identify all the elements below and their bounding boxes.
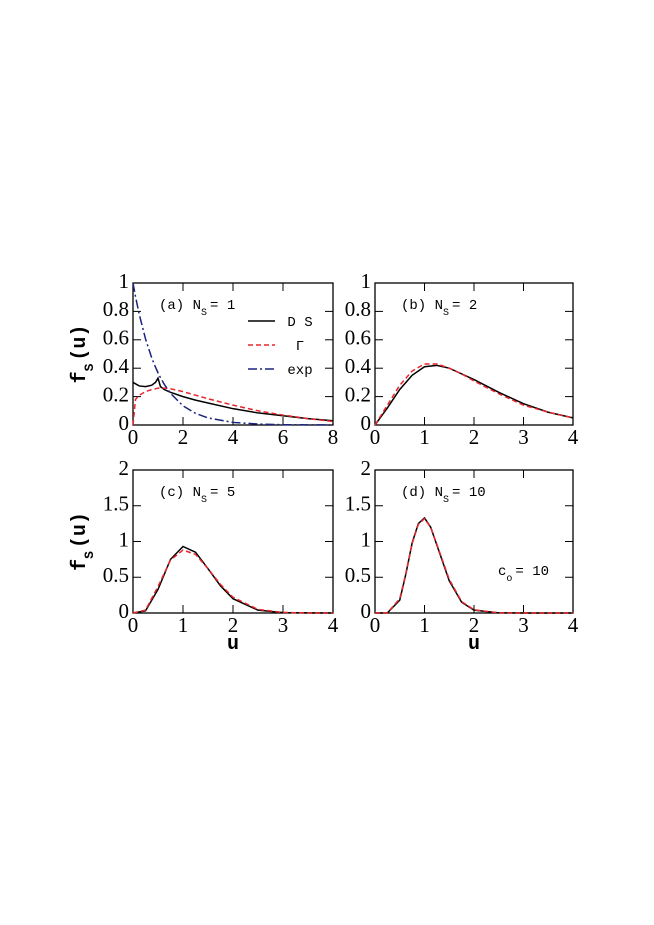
y-tick-label: 1.5	[345, 492, 371, 516]
x-axis-label: u	[227, 633, 239, 656]
panel-label: (a) NS = 1	[159, 298, 235, 319]
y-tick-label: 1	[361, 269, 372, 293]
x-tick-label: 8	[328, 425, 339, 449]
y-tick-label: 0	[361, 411, 372, 435]
panel-label-tail: = 1	[210, 298, 235, 314]
y-tick-label: 0.2	[345, 382, 371, 406]
y-tick-label: 0	[361, 599, 372, 623]
series-line	[374, 363, 574, 426]
x-tick-label: 1	[419, 425, 430, 449]
x-tick-label: 1	[178, 613, 189, 637]
x-tick-label: 2	[228, 613, 239, 637]
y-tick-label: 0.2	[103, 382, 129, 406]
y-axis-label-tail: (u)	[69, 325, 92, 361]
panel-label-main: (a) N	[159, 298, 201, 314]
note-tail: = 10	[515, 564, 549, 580]
panel-label-main: (b) N	[401, 298, 443, 314]
x-tick-label: 2	[469, 613, 480, 637]
x-tick-label: 4	[568, 425, 579, 449]
y-tick-label: 0.5	[345, 563, 371, 587]
panel-label-sub: S	[201, 495, 207, 506]
y-tick-label: 0.8	[345, 297, 371, 321]
x-tick-label: 1	[419, 613, 430, 637]
legend-label: D S	[287, 315, 312, 331]
panel-label: (b) NS = 2	[401, 298, 477, 319]
legend-label: exp	[287, 363, 312, 379]
series-line	[132, 545, 334, 614]
y-tick-label: 0.4	[103, 354, 130, 378]
series-line	[132, 282, 334, 426]
x-tick-label: 0	[370, 613, 381, 637]
note: co = 10	[498, 564, 549, 585]
panel-label-sub: S	[201, 308, 207, 319]
y-tick-label: 1	[119, 527, 130, 551]
panel-label: (c) NS = 5	[159, 485, 235, 506]
x-tick-label: 0	[370, 425, 381, 449]
y-tick-label: 0	[119, 599, 130, 623]
legend-label: Γ	[296, 339, 304, 355]
x-tick-label: 0	[128, 425, 139, 449]
panel-label-main: (d) N	[401, 485, 443, 501]
panel-label: (d) NS = 10	[401, 485, 486, 506]
series-line	[132, 387, 334, 426]
x-tick-label: 3	[518, 425, 529, 449]
series-line	[374, 517, 573, 614]
panel-label-tail: = 2	[452, 298, 477, 314]
panel-label-tail: = 5	[210, 485, 235, 501]
y-tick-label: 0.5	[103, 563, 129, 587]
x-tick-label: 4	[568, 613, 579, 637]
y-tick-label: 1	[119, 269, 130, 293]
y-tick-label: 0	[119, 411, 130, 435]
y-axis-label-main: f	[69, 371, 92, 383]
y-axis-label-sub: S	[82, 551, 97, 559]
series-line	[132, 376, 334, 422]
x-axis-label: u	[468, 633, 480, 656]
y-axis-label: fS (u)	[69, 325, 97, 384]
panel-label-sub: S	[443, 495, 449, 506]
series-line	[374, 364, 574, 426]
x-tick-label: 0	[128, 613, 139, 637]
x-tick-label: 3	[518, 613, 529, 637]
panel-label-main: (c) N	[159, 485, 201, 501]
x-tick-label: 4	[328, 613, 339, 637]
y-tick-label: 2	[361, 456, 372, 480]
y-tick-label: 1.5	[103, 492, 129, 516]
y-axis-label: fS (u)	[69, 512, 97, 571]
x-tick-label: 2	[469, 425, 480, 449]
series-line	[374, 516, 573, 614]
y-axis-label-tail: (u)	[69, 512, 92, 548]
note-sub: o	[506, 574, 512, 585]
y-tick-label: 0.6	[345, 326, 371, 350]
panel-label-sub: S	[443, 308, 449, 319]
y-tick-label: 0.4	[345, 354, 372, 378]
panel-label-tail: = 10	[452, 485, 486, 501]
y-tick-label: 0.8	[103, 297, 129, 321]
y-tick-label: 0.6	[103, 326, 129, 350]
y-tick-label: 2	[119, 456, 130, 480]
y-axis-label-main: f	[69, 559, 92, 571]
series-line	[132, 549, 334, 614]
y-axis-label-sub: S	[82, 363, 97, 371]
x-tick-label: 3	[278, 613, 289, 637]
x-tick-label: 6	[278, 425, 289, 449]
x-tick-label: 2	[178, 425, 189, 449]
y-tick-label: 1	[361, 527, 372, 551]
x-tick-label: 4	[228, 425, 239, 449]
note-main: c	[498, 564, 506, 580]
